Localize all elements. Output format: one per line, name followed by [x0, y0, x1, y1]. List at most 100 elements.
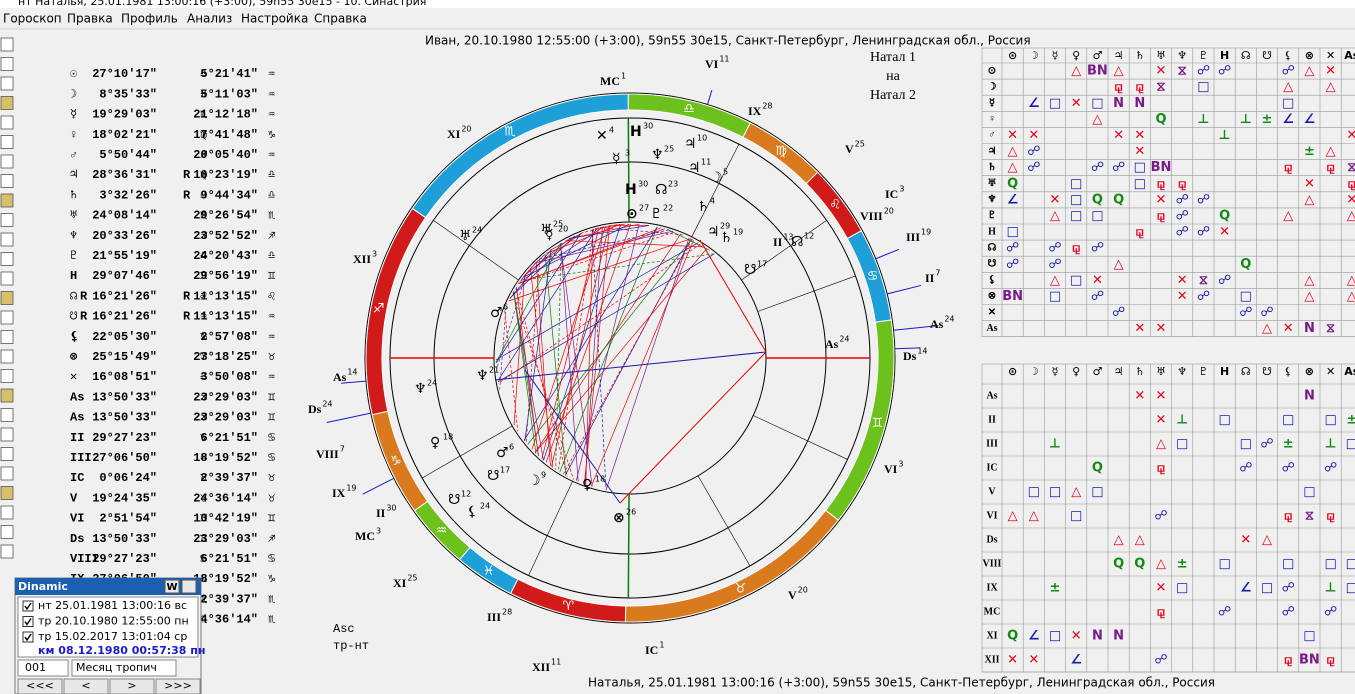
- tool-button[interactable]: [0, 349, 14, 364]
- aspect-symbol: ☍: [1176, 225, 1189, 240]
- checkbox[interactable]: [22, 600, 34, 612]
- tool-button[interactable]: [0, 193, 14, 208]
- aspect-symbol: ☍: [1154, 509, 1167, 524]
- tool-button[interactable]: [0, 388, 14, 403]
- aspect-symbol: □: [1006, 225, 1018, 240]
- nav-label: <<<: [26, 679, 54, 692]
- cusp-line: [528, 481, 573, 576]
- cusp-line: [757, 275, 856, 312]
- nav-button[interactable]: [17, 678, 63, 694]
- grid-row-label: IX: [986, 582, 998, 593]
- grid-row-label: MC: [984, 606, 1001, 617]
- toolbar: [0, 37, 14, 559]
- aspect-symbol: ✕: [1050, 192, 1061, 207]
- tool-button[interactable]: [0, 154, 14, 169]
- checkbox[interactable]: [22, 616, 34, 627]
- tool-button[interactable]: [0, 57, 14, 71]
- point-glyph: ♆: [476, 368, 489, 384]
- point-degree: 5: [723, 168, 728, 177]
- tool-button[interactable]: [0, 232, 14, 247]
- aspect-symbol: ✕: [1092, 273, 1103, 288]
- zodiac-sign: ♋: [867, 269, 879, 284]
- aspect-line: [585, 229, 594, 485]
- menu-item[interactable]: Правка: [67, 12, 113, 26]
- grid-column-label: ♅: [1156, 365, 1166, 378]
- aspect-symbol: ±: [1050, 581, 1061, 596]
- aspect-symbol: △: [1114, 64, 1124, 79]
- menu-item[interactable]: Гороскоп: [3, 12, 62, 26]
- tool-button[interactable]: [0, 310, 14, 325]
- grid-column-label: ♅: [1156, 49, 1166, 62]
- aspect-line: [534, 248, 708, 453]
- grid-column-label: ☊: [1241, 365, 1251, 378]
- house-degree: 20: [461, 125, 471, 134]
- menu-item[interactable]: Профиль: [121, 12, 178, 26]
- menu-item[interactable]: Анализ: [187, 12, 232, 26]
- sign: ♉: [268, 491, 275, 505]
- grid-row-label: ☿: [989, 98, 995, 109]
- sign: ♒: [268, 67, 275, 81]
- aspect-symbol: □: [1303, 485, 1315, 500]
- aspect-symbol: N: [1113, 96, 1124, 111]
- tool-button[interactable]: [0, 76, 14, 91]
- tool-button[interactable]: [0, 330, 14, 344]
- tool-button[interactable]: [0, 408, 14, 422]
- step-input[interactable]: [17, 659, 69, 677]
- aspect-symbol: ±: [1346, 413, 1355, 428]
- position: 5°21′41″: [200, 67, 258, 81]
- nav-button[interactable]: [63, 678, 109, 694]
- current-entry: км 08.12.1980 00:57:38 пн: [38, 644, 205, 657]
- tool-button[interactable]: [0, 291, 14, 305]
- menu-bar: Гороскоп Правка Профиль Анализ Настройка Спра…: [3, 12, 367, 26]
- aspect-symbol: ☍: [1006, 257, 1019, 272]
- nav-button[interactable]: [109, 678, 155, 694]
- panel-button[interactable]: [164, 579, 180, 594]
- tool-button[interactable]: [0, 135, 14, 149]
- tool-button[interactable]: [0, 427, 14, 442]
- tool-button[interactable]: [0, 369, 14, 383]
- tool-button[interactable]: [0, 447, 14, 461]
- checkbox[interactable]: [22, 631, 34, 643]
- tool-button[interactable]: [0, 505, 14, 520]
- point-glyph: ☋: [744, 262, 756, 278]
- aspect-symbol: ∠: [1240, 581, 1252, 596]
- aspect-symbol: ☍: [1091, 289, 1104, 304]
- tool-button[interactable]: [0, 466, 14, 481]
- panel-button[interactable]: [181, 579, 197, 594]
- tool-button[interactable]: [0, 486, 14, 500]
- aspect-symbol: □: [1303, 629, 1315, 644]
- menu-item[interactable]: Настройка: [241, 12, 308, 26]
- point-degree: 9: [541, 471, 546, 480]
- nav-button[interactable]: [155, 678, 201, 694]
- aspect-line: [546, 224, 621, 254]
- grid-row-label: VIII: [983, 558, 1002, 569]
- tool-button[interactable]: [0, 174, 14, 188]
- tool-button[interactable]: [0, 37, 14, 52]
- aspect-symbol: ☍: [1091, 241, 1104, 256]
- tool-button[interactable]: [0, 115, 14, 130]
- planet-symbol: VI: [70, 512, 84, 526]
- tool-button[interactable]: [0, 525, 14, 539]
- tool-button[interactable]: [0, 213, 14, 227]
- step-value: 001: [25, 661, 46, 674]
- tool-button[interactable]: [0, 544, 14, 559]
- position: 24°08′14″: [92, 209, 157, 223]
- position: 11°13′15″: [193, 310, 258, 324]
- point-degree: 17: [757, 260, 767, 269]
- zodiac-segment: [411, 93, 629, 219]
- mode-select[interactable]: [71, 659, 177, 677]
- tool-button[interactable]: [0, 96, 14, 110]
- tool-button[interactable]: [0, 271, 14, 286]
- aspect-line: [495, 242, 699, 361]
- aspect-line: [504, 310, 519, 432]
- position: 8°35′33″: [99, 87, 157, 101]
- tool-button[interactable]: [0, 252, 14, 266]
- sign: ♊: [200, 512, 208, 526]
- sign: ♐: [200, 148, 207, 162]
- menu-item[interactable]: Справка: [314, 12, 367, 26]
- aspect-symbol: □: [1282, 96, 1294, 111]
- grid-row-label: ⚸: [988, 275, 995, 286]
- dinamic-panel: Dinamic Wнт 25.01.1981 13:00:16 вс тр 20.1…: [14, 577, 205, 694]
- grid-column-label: ☽: [1029, 365, 1039, 378]
- aspect-symbol: ☍: [1282, 605, 1295, 620]
